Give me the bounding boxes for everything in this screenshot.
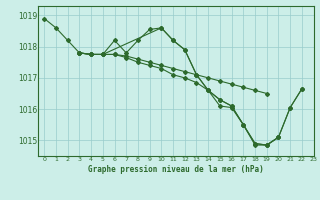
X-axis label: Graphe pression niveau de la mer (hPa): Graphe pression niveau de la mer (hPa) [88, 165, 264, 174]
